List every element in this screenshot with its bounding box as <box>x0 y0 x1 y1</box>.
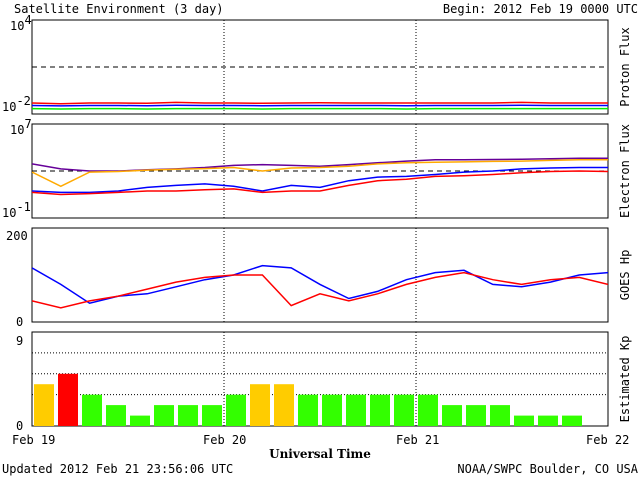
kp-bar <box>202 405 222 426</box>
electron-ytick-bottom: 10-1 <box>2 200 31 220</box>
proton-y-labels: 104 10-2 <box>2 13 32 114</box>
hp-axis-label: GOES Hp <box>618 250 632 301</box>
kp-bar <box>130 415 150 426</box>
proton-ytick-top: 104 <box>10 13 32 33</box>
electron-flux-orange-line <box>32 159 608 188</box>
proton-flux-red-line <box>32 101 608 105</box>
kp-bar <box>562 415 582 426</box>
credit-text: NOAA/SWPC Boulder, CO USA <box>457 462 638 476</box>
kp-bar <box>490 405 510 426</box>
series-layer <box>32 101 608 309</box>
xtick-feb19: Feb 19 <box>12 433 55 447</box>
hp-ytick-bottom: 0 <box>16 315 23 329</box>
electron-flux-red-line <box>32 170 608 196</box>
begin-time: Begin: 2012 Feb 19 0000 UTC <box>443 2 638 16</box>
kp-bar <box>106 405 126 426</box>
kp-bar <box>394 394 414 426</box>
kp-bar <box>322 394 342 426</box>
goes-hp-red-line <box>32 271 608 309</box>
updated-time: Updated 2012 Feb 21 23:56:06 UTC <box>2 462 233 476</box>
kp-bar <box>82 394 102 426</box>
chart-title: Satellite Environment (3 day) <box>14 2 224 16</box>
electron-ytick-top: 107 <box>10 117 32 137</box>
panel-frames <box>31 19 609 427</box>
goes-hp-blue-line <box>32 264 608 305</box>
proton-ytick-bottom: 10-2 <box>2 94 31 114</box>
kp-bar <box>154 405 174 426</box>
kp-grid-lines <box>32 352 608 396</box>
kp-bar <box>34 384 54 426</box>
xtick-feb22: Feb 22 <box>586 433 629 447</box>
kp-bar <box>58 373 78 426</box>
day-separator-lines <box>223 20 417 426</box>
kp-bar <box>250 384 270 426</box>
kp-bars <box>34 373 582 426</box>
kp-y-labels: 9 0 <box>16 334 23 433</box>
xtick-feb21: Feb 21 <box>396 433 439 447</box>
electron-axis-label: Electron Flux <box>618 124 632 218</box>
hp-y-labels: 200 0 <box>6 229 28 329</box>
kp-panel-frame <box>31 331 609 427</box>
xtick-feb20: Feb 20 <box>203 433 246 447</box>
kp-bar <box>346 394 366 426</box>
kp-bar <box>370 394 390 426</box>
kp-ytick-bottom: 0 <box>16 419 23 433</box>
threshold-lines <box>32 66 608 172</box>
kp-bar <box>226 394 246 426</box>
kp-bar <box>514 415 534 426</box>
x-axis-label: Universal Time <box>269 447 371 461</box>
proton-flux-blue-line <box>32 104 608 107</box>
proton-axis-label: Proton Flux <box>618 27 632 106</box>
kp-bar <box>418 394 438 426</box>
electron-y-labels: 107 10-1 <box>2 117 32 220</box>
kp-bar <box>538 415 558 426</box>
kp-axis-label: Estimated Kp <box>618 336 632 423</box>
hp-panel-frame <box>31 227 609 323</box>
kp-bar <box>274 384 294 426</box>
kp-bar <box>298 394 318 426</box>
kp-bar <box>466 405 486 426</box>
hp-ytick-top: 200 <box>6 229 28 243</box>
electron-flux-blue-line <box>32 166 608 194</box>
kp-bar <box>178 405 198 426</box>
kp-ytick-top: 9 <box>16 334 23 348</box>
kp-bar <box>442 405 462 426</box>
